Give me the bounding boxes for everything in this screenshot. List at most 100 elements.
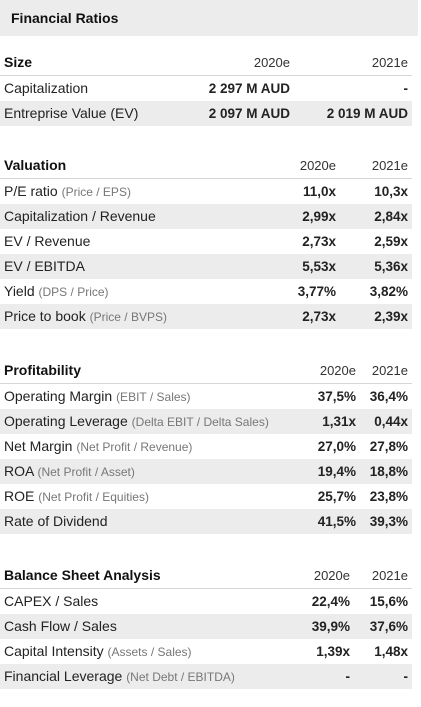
row-label: Operating Margin (EBIT / Sales) bbox=[4, 384, 191, 410]
table-row: CAPEX / Sales 22,4% 15,6% bbox=[0, 589, 412, 614]
table-row: EV / Revenue 2,73x 2,59x bbox=[0, 229, 412, 254]
cell-value: 37,5% bbox=[317, 389, 356, 404]
column-header-2020e: 2020e bbox=[299, 158, 336, 173]
table-row: Capitalization / Revenue 2,99x 2,84x bbox=[0, 204, 412, 229]
row-label-text: Entreprise Value (EV) bbox=[4, 105, 139, 121]
column-header-2020e: 2020e bbox=[253, 55, 290, 70]
cell-value: 27,0% bbox=[317, 439, 356, 454]
cell-value: 3,77% bbox=[297, 284, 336, 299]
row-formula: (Net Profit / Equities) bbox=[38, 490, 149, 504]
row-label-text: P/E ratio bbox=[4, 183, 58, 199]
cell-value: 22,4% bbox=[311, 594, 350, 609]
panel-title: Financial Ratios bbox=[0, 0, 418, 36]
table-row: Net Margin (Net Profit / Revenue) 27,0% 27… bbox=[0, 434, 412, 459]
row-label: ROA (Net Profit / Asset) bbox=[4, 459, 135, 485]
balance-sheet-rows: CAPEX / Sales 22,4% 15,6% Cash Flow / Sales… bbox=[0, 589, 412, 689]
row-label-text: Capitalization / Revenue bbox=[4, 208, 156, 224]
cell-value: - bbox=[403, 669, 409, 684]
row-formula: (Net Debt / EBITDA) bbox=[126, 670, 235, 684]
cell-value: 11,0x bbox=[302, 184, 336, 199]
cell-value: 27,8% bbox=[369, 439, 408, 454]
row-label: Capitalization bbox=[4, 76, 88, 101]
table-row: P/E ratio (Price / EPS) 11,0x 10,3x bbox=[0, 179, 412, 204]
table-row: Operating Margin (EBIT / Sales) 37,5% 36,4… bbox=[0, 384, 412, 409]
row-label-text: EV / Revenue bbox=[4, 233, 91, 249]
row-formula: (Price / EPS) bbox=[61, 185, 131, 199]
row-formula: (Price / BVPS) bbox=[89, 310, 167, 324]
cell-value: 5,36x bbox=[374, 259, 408, 274]
row-label-text: Capitalization bbox=[4, 80, 89, 96]
cell-value: 41,5% bbox=[317, 514, 356, 529]
cell-value: 39,9% bbox=[311, 619, 350, 634]
cell-value: - bbox=[403, 81, 409, 96]
cell-value: 36,4% bbox=[369, 389, 408, 404]
table-row: Operating Leverage (Delta EBIT / Delta S… bbox=[0, 409, 412, 434]
row-label: Operating Leverage (Delta EBIT / Delta S… bbox=[4, 409, 269, 435]
profitability-rows: Operating Margin (EBIT / Sales) 37,5% 36,4… bbox=[0, 384, 412, 534]
cell-value: 2,59x bbox=[374, 234, 408, 249]
cell-value: 5,53x bbox=[302, 259, 336, 274]
size-section: Size 2020e 2021e Capitalization 2 297 M AUD -… bbox=[0, 50, 412, 126]
valuation-heading: Valuation bbox=[4, 157, 67, 173]
cell-value: 3,82% bbox=[369, 284, 408, 299]
cell-value: 1,48x bbox=[374, 644, 408, 659]
balance-sheet-header-row: Balance Sheet Analysis 2020e 2021e bbox=[0, 563, 412, 589]
row-label-text: Yield bbox=[4, 283, 35, 299]
table-row: Rate of Dividend 41,5% 39,3% bbox=[0, 509, 412, 534]
row-label: Capitalization / Revenue bbox=[4, 204, 156, 229]
row-label-text: Cash Flow / Sales bbox=[4, 618, 117, 634]
profitability-heading: Profitability bbox=[4, 362, 82, 378]
row-formula: (Net Profit / Asset) bbox=[37, 465, 135, 479]
row-label: Rate of Dividend bbox=[4, 509, 108, 534]
row-label: Financial Leverage (Net Debt / EBITDA) bbox=[4, 664, 235, 690]
cell-value: 2,99x bbox=[302, 209, 336, 224]
cell-value: 2,84x bbox=[374, 209, 408, 224]
table-row: Cash Flow / Sales 39,9% 37,6% bbox=[0, 614, 412, 639]
column-header-2020e: 2020e bbox=[319, 363, 356, 378]
size-heading: Size bbox=[4, 54, 33, 70]
row-formula: (Assets / Sales) bbox=[107, 645, 192, 659]
row-label: Cash Flow / Sales bbox=[4, 614, 117, 639]
row-formula: (Net Profit / Revenue) bbox=[76, 440, 193, 454]
valuation-section: Valuation 2020e 2021e P/E ratio (Price / EP… bbox=[0, 153, 412, 329]
row-label: Price to book (Price / BVPS) bbox=[4, 304, 167, 330]
row-label: EV / EBITDA bbox=[4, 254, 85, 279]
table-row: Financial Leverage (Net Debt / EBITDA) - - bbox=[0, 664, 412, 689]
cell-value: 2 297 M AUD bbox=[208, 81, 290, 96]
cell-value: 23,8% bbox=[369, 489, 408, 504]
balance-sheet-heading: Balance Sheet Analysis bbox=[4, 567, 161, 583]
row-label: EV / Revenue bbox=[4, 229, 90, 254]
row-label-text: ROE bbox=[4, 488, 35, 504]
valuation-rows: P/E ratio (Price / EPS) 11,0x 10,3x Capital… bbox=[0, 179, 412, 329]
row-label: Capital Intensity (Assets / Sales) bbox=[4, 639, 192, 665]
column-header-2021e: 2021e bbox=[371, 55, 408, 70]
table-row: Entreprise Value (EV) 2 097 M AUD 2 019 M … bbox=[0, 101, 412, 126]
cell-value: 15,6% bbox=[369, 594, 408, 609]
cell-value: 2,39x bbox=[374, 309, 408, 324]
valuation-header-row: Valuation 2020e 2021e bbox=[0, 153, 412, 179]
cell-value: 25,7% bbox=[317, 489, 356, 504]
row-label: Yield (DPS / Price) bbox=[4, 279, 109, 305]
cell-value: - bbox=[345, 669, 351, 684]
cell-value: 1,39x bbox=[316, 644, 350, 659]
row-label-text: Price to book bbox=[4, 308, 86, 324]
balance-sheet-section: Balance Sheet Analysis 2020e 2021e CAPEX / … bbox=[0, 563, 412, 689]
row-label: P/E ratio (Price / EPS) bbox=[4, 179, 131, 205]
cell-value: 37,6% bbox=[369, 619, 408, 634]
column-header-2020e: 2020e bbox=[313, 568, 350, 583]
table-row: ROE (Net Profit / Equities) 25,7% 23,8% bbox=[0, 484, 412, 509]
size-rows: Capitalization 2 297 M AUD - Entreprise Val… bbox=[0, 76, 412, 126]
table-row: EV / EBITDA 5,53x 5,36x bbox=[0, 254, 412, 279]
row-formula: (Delta EBIT / Delta Sales) bbox=[131, 415, 269, 429]
cell-value: 2 019 M AUD bbox=[326, 106, 408, 121]
row-label-text: Net Margin bbox=[4, 438, 73, 454]
cell-value: 19,4% bbox=[317, 464, 356, 479]
row-label: CAPEX / Sales bbox=[4, 589, 98, 614]
row-label-text: Capital Intensity bbox=[4, 643, 104, 659]
table-row: Capitalization 2 297 M AUD - bbox=[0, 76, 412, 101]
row-label-text: Rate of Dividend bbox=[4, 513, 108, 529]
row-formula: (EBIT / Sales) bbox=[116, 390, 191, 404]
row-formula: (DPS / Price) bbox=[38, 285, 109, 299]
table-row: Price to book (Price / BVPS) 2,73x 2,39x bbox=[0, 304, 412, 329]
row-label-text: EV / EBITDA bbox=[4, 258, 85, 274]
